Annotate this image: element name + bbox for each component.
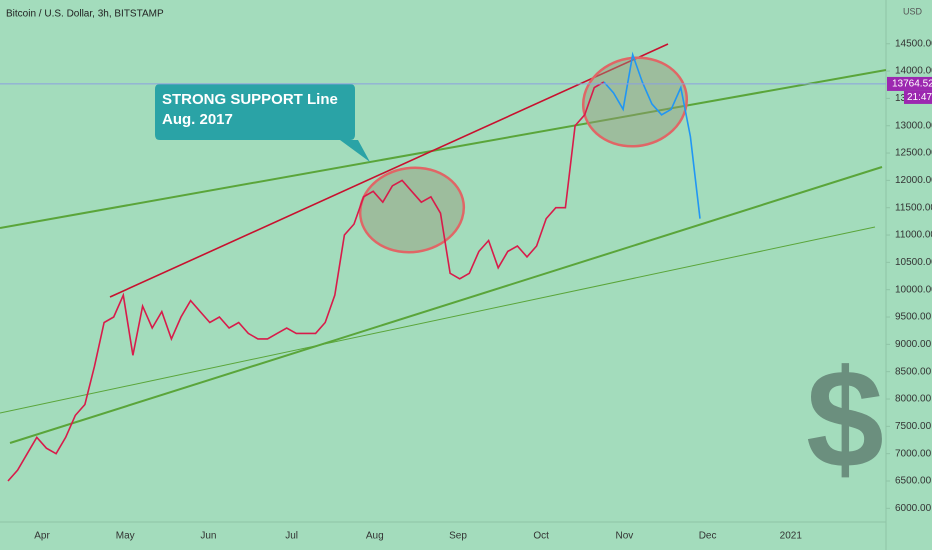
price-line [603, 51, 701, 219]
last-price-label: 13764.52 [892, 79, 932, 90]
y-tick-label: 11000.00 [895, 230, 932, 241]
x-tick-label: May [116, 531, 135, 542]
x-tick-label: 2021 [780, 531, 803, 542]
y-tick-label: 8000.00 [895, 394, 932, 405]
trendline [109, 43, 669, 298]
y-tick-label: 7000.00 [895, 448, 932, 459]
dollar-icon: $ [806, 340, 884, 497]
y-tick-label: 9500.00 [895, 312, 932, 323]
y-tick-label: 9000.00 [895, 339, 932, 350]
annotation-sub: Aug. 2017 [162, 111, 233, 128]
y-tick-label: 8500.00 [895, 366, 932, 377]
chart-title: Bitcoin / U.S. Dollar, 3h, BITSTAMP [6, 9, 164, 20]
highlight-ellipse [358, 166, 466, 254]
trendlines [0, 43, 887, 444]
highlight-ellipse [581, 56, 689, 148]
countdown-box [904, 90, 932, 104]
y-tick-label: 13000.00 [895, 120, 932, 131]
x-tick-label: Jul [285, 531, 298, 542]
y-tick-label: 14000.00 [895, 66, 932, 77]
x-tick-label: Jun [200, 531, 216, 542]
trendline [0, 226, 876, 414]
x-tick-label: Apr [34, 531, 50, 542]
x-tick-label: Oct [533, 531, 549, 542]
x-tick-label: Dec [699, 531, 717, 542]
price-line [7, 81, 605, 482]
trendline [0, 69, 887, 229]
countdown-label: 21:47 [907, 92, 932, 103]
y-tick-label: 14500.00 [895, 38, 932, 49]
plot [7, 51, 701, 482]
currency: USD [903, 6, 923, 16]
x-tick-label: Aug [366, 531, 384, 542]
y-tick-label: 7500.00 [895, 421, 932, 432]
x-tick-label: Nov [616, 531, 634, 542]
y-tick-label: 6000.00 [895, 503, 932, 514]
y-tick-label: 12000.00 [895, 175, 932, 186]
last-price-box [887, 76, 932, 91]
y-tick-label: 11500.00 [895, 202, 932, 213]
trendline [9, 166, 883, 444]
y-tick-label: 12500.00 [895, 148, 932, 159]
annotation: STRONG SUPPORT Line [162, 91, 338, 108]
y-tick-label: 10000.00 [895, 284, 932, 295]
x-tick-label: Sep [449, 531, 467, 542]
y-tick-label: 6500.00 [895, 476, 932, 487]
annotation-box [155, 84, 370, 162]
y-tick-label: 10500.00 [895, 257, 932, 268]
